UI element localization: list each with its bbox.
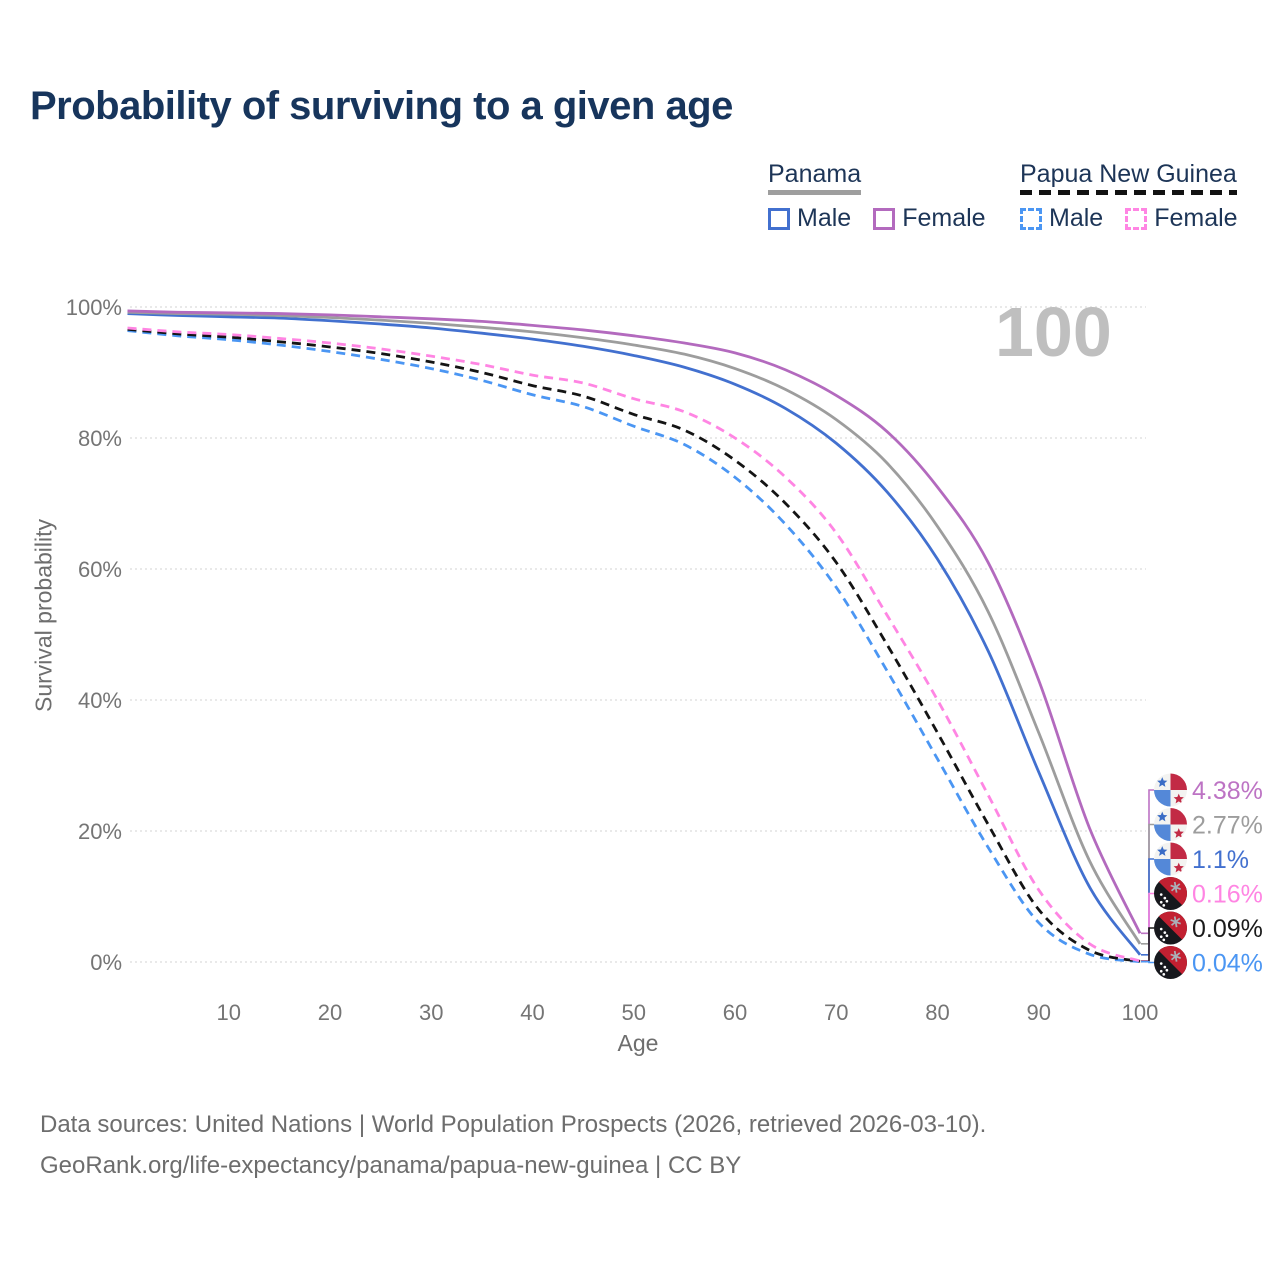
curve-papua-new-guinea-female[interactable] — [127, 326, 1141, 963]
source-url-note: GeoRank.org/life-expectancy/panama/papua… — [40, 1152, 742, 1179]
curve-panama-female[interactable] — [127, 309, 1142, 934]
curve-papua-new-guinea[interactable] — [127, 327, 1141, 963]
y-tick-label: 40% — [78, 688, 122, 713]
x-tick-label: 70 — [824, 1000, 848, 1025]
panama-female-swatch-icon — [873, 207, 896, 230]
legend-item-png-male[interactable]: Male — [1020, 204, 1103, 233]
x-tick-label: 90 — [1027, 1000, 1051, 1025]
legend-item-png-male-label: Male — [1049, 204, 1104, 232]
legend-item-png-female[interactable]: Female — [1125, 204, 1238, 233]
legend-country-papua-new-guinea[interactable]: Papua New Guinea — [1020, 160, 1237, 195]
legend-item-panama-female[interactable]: Female — [873, 204, 986, 233]
end-value-label-panama-male[interactable]: 1.1% — [1192, 846, 1249, 874]
leader-line — [1141, 960, 1154, 964]
png-flag-icon — [1154, 877, 1187, 910]
legend-item-panama-male[interactable]: Male — [768, 204, 851, 233]
x-tick-label: 10 — [217, 1000, 241, 1025]
leader-line — [1141, 858, 1154, 956]
survival-probability-chart: 0% 20% 40% 60% 80% 100% 10 20 30 40 50 60 70 80 90 100 A… — [66, 295, 1263, 1056]
end-value-label-papua-new-guinea-male[interactable]: 0.04% — [1192, 950, 1263, 978]
png-male-swatch-icon — [1020, 207, 1042, 230]
png-flag-icon — [1154, 946, 1187, 979]
page-title: Probability of surviving to a given age — [30, 84, 733, 128]
panama-male-swatch-icon — [768, 207, 790, 230]
x-tick-label: 20 — [318, 1000, 342, 1025]
end-value-label-panama-female[interactable]: 4.38% — [1192, 777, 1263, 805]
x-tick-label: 50 — [622, 1000, 646, 1025]
legend-group-panama: Panama Male Female — [768, 160, 986, 233]
chart-footer: Data sources: United Nations | World Pop… — [40, 1104, 986, 1186]
leader-line — [1141, 823, 1154, 945]
panama-flag-icon — [1154, 808, 1187, 841]
x-tick-label: 30 — [419, 1000, 443, 1025]
legend-country-panama[interactable]: Panama — [768, 160, 862, 195]
y-tick-label: 60% — [78, 557, 122, 582]
legend-group-papua-new-guinea: Papua New Guinea Male Female — [1020, 160, 1238, 233]
x-tick-label: 40 — [520, 1000, 544, 1025]
x-tick-label: 60 — [723, 1000, 747, 1025]
panama-flag-icon — [1154, 842, 1187, 876]
x-tick-label: 100 — [1122, 1000, 1159, 1025]
legend-item-panama-male-label: Male — [797, 204, 852, 232]
curve-panama[interactable] — [127, 310, 1142, 945]
leader-line — [1141, 789, 1154, 935]
curve-papua-new-guinea-male[interactable] — [127, 329, 1141, 964]
legend-item-png-female-label: Female — [1154, 204, 1238, 232]
legend-item-panama-female-label: Female — [902, 204, 986, 232]
panama-flag-icon — [1154, 773, 1187, 807]
x-axis-title: Age — [618, 1030, 659, 1056]
age-watermark: 100 — [995, 293, 1112, 371]
y-tick-label: 0% — [90, 950, 122, 975]
y-tick-label: 80% — [78, 426, 122, 451]
png-female-swatch-icon — [1125, 207, 1148, 230]
end-value-label-papua-new-guinea[interactable]: 0.09% — [1192, 915, 1263, 943]
legend-country-panama-label: Panama — [768, 160, 862, 188]
y-tick-label: 20% — [78, 819, 122, 844]
end-value-label-panama[interactable]: 2.77% — [1192, 812, 1263, 840]
end-value-label-papua-new-guinea-female[interactable]: 0.16% — [1192, 881, 1263, 909]
curve-panama-male[interactable] — [127, 312, 1142, 956]
x-tick-label: 80 — [925, 1000, 949, 1025]
legend-country-png-label: Papua New Guinea — [1020, 160, 1237, 188]
png-flag-icon — [1154, 911, 1187, 945]
data-sources-note: Data sources: United Nations | World Pop… — [40, 1111, 987, 1138]
y-tick-label: 100% — [66, 295, 122, 320]
legend-items-png: Male Female — [1020, 204, 1238, 233]
legend-items-panama: Male Female — [768, 204, 986, 233]
y-axis-title: Survival probability — [30, 518, 57, 713]
